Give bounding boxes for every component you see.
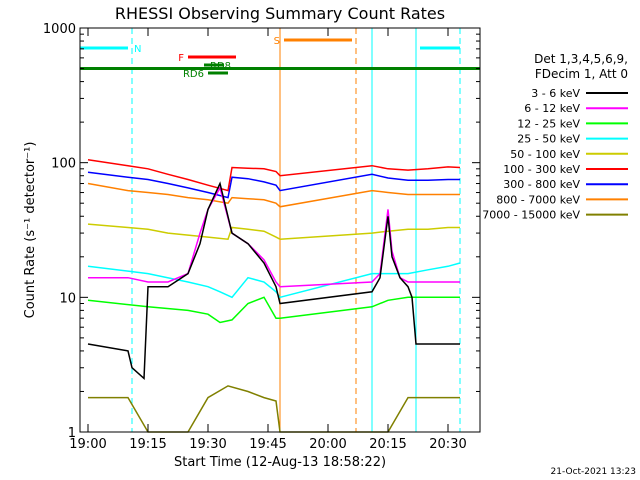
legend-header-fdecim: FDecim 1, Att 0 (535, 67, 628, 81)
series-line-1 (87, 181, 460, 381)
legend-label-8: 800 - 7000 keV (496, 193, 580, 206)
annotation-label-rd8: RD8 (210, 61, 231, 72)
y-tick-label: 1 (68, 426, 76, 441)
legend-header-detectors: Det 1,3,4,5,6,9, (534, 52, 628, 66)
annotation-label-f: F (178, 53, 184, 64)
y-tick-label: 100 (51, 157, 76, 172)
legend: 3 - 6 keV 6 - 12 keV 12 - 25 keV 25 - 50 ke… (482, 87, 628, 222)
series-line-8 (87, 182, 460, 208)
series-line-7 (87, 171, 460, 199)
series-line-3 (87, 296, 460, 324)
legend-label-9: 7000 - 15000 keV (482, 209, 580, 222)
x-tick-label: 20:15 (369, 437, 406, 452)
annotation-label-rd6: RD6 (183, 69, 204, 80)
legend-label-7: 300 - 800 keV (503, 178, 580, 191)
legend-label-6: 100 - 300 keV (503, 163, 580, 176)
series-line-4 (87, 262, 461, 299)
series-line-6 (87, 159, 461, 192)
y-tick-label: 1000 (43, 22, 76, 37)
legend-label-4: 25 - 50 keV (517, 133, 580, 146)
plot-area: N S F RD8 RD6 19:00 19:15 19:30 19:45 20:00 20:15 2… (43, 22, 481, 452)
x-tick-label: 19:30 (189, 437, 226, 452)
x-tick-label: 19:15 (129, 437, 166, 452)
chart-title: RHESSI Observing Summary Count Rates (115, 4, 445, 23)
x-tick-label: 19:00 (69, 437, 106, 452)
x-tick-label: 20:00 (309, 437, 346, 452)
legend-label-3: 12 - 25 keV (517, 117, 580, 130)
legend-label-2: 6 - 12 keV (524, 102, 580, 115)
x-tick-label: 20:30 (429, 437, 466, 452)
series-line-2 (88, 185, 460, 288)
x-axis-label: Start Time (12-Aug-13 18:58:22) (174, 455, 386, 470)
series-line-5 (87, 223, 460, 241)
series-line-9 (88, 385, 460, 433)
annotation-label-s: S (274, 36, 280, 47)
y-tick-label: 10 (59, 291, 76, 306)
x-tick-label: 19:45 (249, 437, 286, 452)
axes-box (79, 27, 481, 433)
y-axis-label: Count Rate (s⁻¹ detector⁻¹) (23, 142, 38, 319)
annotation-label-n: N (134, 44, 141, 55)
legend-label-1: 3 - 6 keV (531, 87, 580, 100)
footer-date: 21-Oct-2021 13:23 (551, 467, 636, 477)
legend-label-5: 50 - 100 keV (510, 148, 580, 161)
